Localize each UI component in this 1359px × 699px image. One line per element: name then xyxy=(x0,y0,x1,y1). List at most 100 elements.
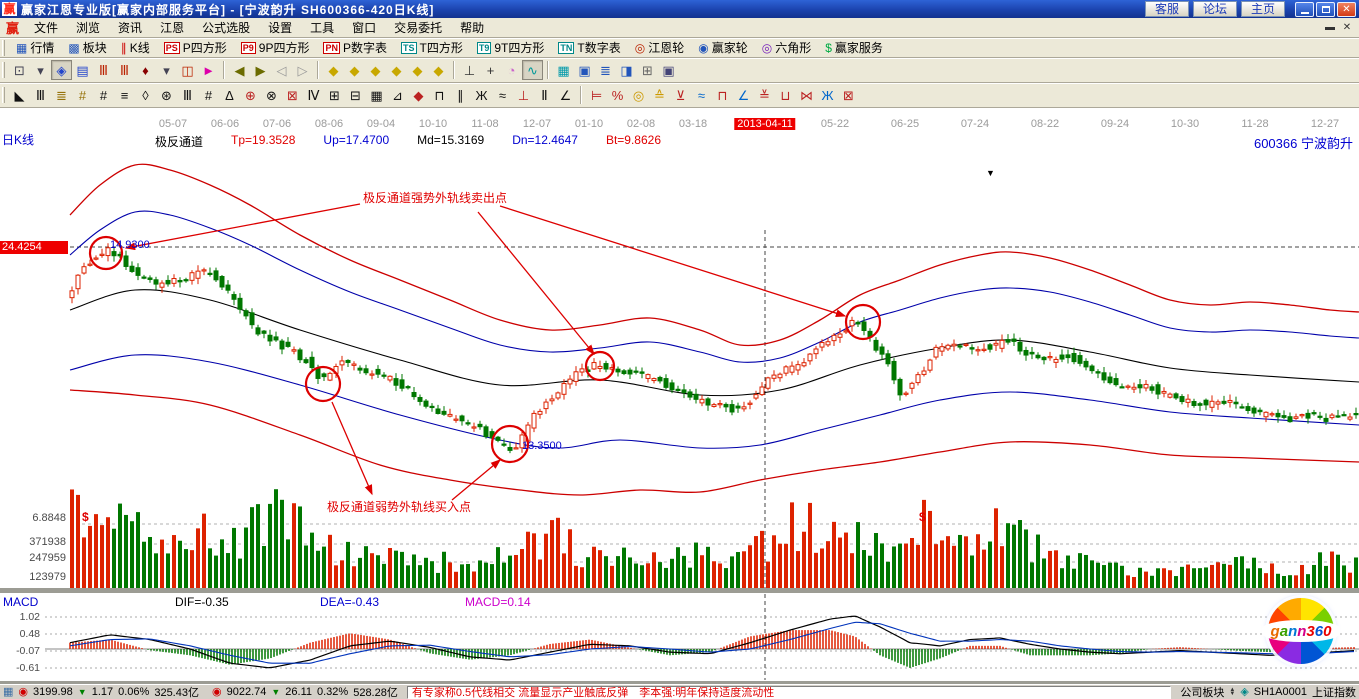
menu-item-3[interactable]: 资讯 xyxy=(118,21,143,35)
p-table-button[interactable]: PN P数字表 xyxy=(316,39,394,57)
tb2-tool-icon-24[interactable]: ⊥ xyxy=(463,62,476,78)
gann-wheel-button[interactable]: ◎ 江恩轮 xyxy=(628,39,692,57)
close-icon[interactable]: ✕ xyxy=(1337,1,1356,17)
spinner-icon[interactable]: ▲ ▼ xyxy=(1229,687,1236,697)
tb2-tool-icon-20[interactable]: ◆ xyxy=(391,62,402,78)
tb2-tool-icon-17[interactable]: ◆ xyxy=(328,62,339,78)
tb3-tool-icon-40[interactable]: Ж xyxy=(821,87,834,103)
tb3-tool-icon-16[interactable]: ⊞ xyxy=(329,87,340,103)
tb3-tool-icon-27[interactable]: ∠ xyxy=(559,87,572,103)
tb2-tool-icon-6[interactable]: Ⅲ xyxy=(120,62,129,78)
titlebar-button-1[interactable]: 客服 xyxy=(1144,1,1189,17)
minimize-icon[interactable] xyxy=(1295,1,1314,17)
tb2-tool-icon-21[interactable]: ◆ xyxy=(412,62,423,78)
tb3-tool-icon-20[interactable]: ◆ xyxy=(413,87,424,103)
tb3-tool-icon-4[interactable]: # xyxy=(78,87,87,103)
tb3-tool-icon-18[interactable]: ▦ xyxy=(370,87,383,103)
tb2-tool-icon-4[interactable]: ▤ xyxy=(76,62,89,78)
statusbar-index-name[interactable]: 上证指数 xyxy=(1312,687,1356,699)
tb3-tool-icon-6[interactable]: ≡ xyxy=(120,87,129,103)
tb2-tool-icon-7[interactable]: ♦ xyxy=(142,62,149,78)
tb2-tool-icon-5[interactable]: Ⅲ xyxy=(99,62,108,78)
tb2-tool-icon-27[interactable]: ∿ xyxy=(522,60,543,80)
titlebar-button-3[interactable]: 主页 xyxy=(1240,1,1285,17)
winner-service-button[interactable]: $ 赢家服务 xyxy=(818,39,890,57)
menu-item-2[interactable]: 浏览 xyxy=(76,21,101,35)
tb2-tool-icon-34[interactable]: ▣ xyxy=(662,62,675,78)
mdi-minimize-icon[interactable]: ▬ xyxy=(1325,22,1335,33)
tb2-tool-icon-8[interactable]: ▾ xyxy=(163,62,170,78)
9t-square-button[interactable]: T9 9T四方形 xyxy=(470,39,552,57)
tb2-tool-icon-19[interactable]: ◆ xyxy=(370,62,381,78)
restore-icon[interactable] xyxy=(1316,1,1335,17)
menu-item-4[interactable]: 江恩 xyxy=(160,21,185,35)
tb3-tool-icon-25[interactable]: ⊥ xyxy=(517,87,530,103)
tb3-tool-icon-5[interactable]: # xyxy=(99,87,108,103)
tb3-tool-icon-19[interactable]: ⊿ xyxy=(392,87,403,103)
tb2-tool-icon-13[interactable]: ▶ xyxy=(255,62,266,78)
macd-title[interactable]: MACD xyxy=(3,595,39,609)
tb3-tool-icon-11[interactable]: Δ xyxy=(225,87,234,103)
board-selector[interactable]: 公司板块 xyxy=(1180,687,1225,699)
tb2-tool-icon-9[interactable]: ◫ xyxy=(181,62,194,78)
tb2-tool-icon-22[interactable]: ◆ xyxy=(433,62,444,78)
tb2-tool-icon-18[interactable]: ◆ xyxy=(349,62,360,78)
menu-item-5[interactable]: 公式选股 xyxy=(202,21,251,35)
titlebar-button-2[interactable]: 论坛 xyxy=(1192,1,1237,17)
tb3-tool-icon-17[interactable]: ⊟ xyxy=(350,87,361,103)
9p-square-button[interactable]: P9 9P四方形 xyxy=(234,39,317,57)
menu-item-7[interactable]: 工具 xyxy=(310,21,335,35)
quotes-button[interactable]: ▦ 行情 xyxy=(9,39,61,57)
tb3-tool-icon-36[interactable]: ∠ xyxy=(737,87,750,103)
news-ticker[interactable]: 有专家称0.5代线相交 流量显示产业触底反弹 李本强:明年保持适度流动性 xyxy=(406,685,1172,699)
tb2-tool-icon-3[interactable]: ◈ xyxy=(51,60,72,80)
tb3-tool-icon-26[interactable]: Ⅱ xyxy=(541,87,548,103)
winner-wheel-button[interactable]: ◉ 赢家轮 xyxy=(691,39,755,57)
menu-item-8[interactable]: 窗口 xyxy=(352,21,377,35)
tb3-tool-icon-24[interactable]: ≈ xyxy=(498,87,507,103)
quotes-table-icon[interactable]: ▦ xyxy=(3,685,14,698)
menu-item-9[interactable]: 交易委托 xyxy=(394,21,443,35)
menu-item-10[interactable]: 帮助 xyxy=(460,21,485,35)
tb3-tool-icon-7[interactable]: ◊ xyxy=(142,87,149,103)
tb2-tool-icon-32[interactable]: ◨ xyxy=(620,62,633,78)
mdi-close-icon[interactable]: ✕ xyxy=(1342,22,1352,33)
tb2-tool-icon-26[interactable]: ◔ xyxy=(507,62,516,78)
tb3-tool-icon-9[interactable]: Ⅲ xyxy=(183,87,192,103)
tb3-tool-icon-13[interactable]: ⊗ xyxy=(266,87,277,103)
tb2-tool-icon-10[interactable]: ► xyxy=(202,62,215,78)
tb2-tool-icon-15[interactable]: ▷ xyxy=(297,62,308,78)
tb3-tool-icon-2[interactable]: Ⅲ xyxy=(36,87,45,103)
tb3-tool-icon-35[interactable]: ⊓ xyxy=(717,87,728,103)
statusbar-index-code[interactable]: SH1A0001 xyxy=(1253,686,1307,698)
tb3-tool-icon-33[interactable]: ⊻ xyxy=(675,87,686,103)
tb3-tool-icon-32[interactable]: ≙ xyxy=(654,87,665,103)
tb3-tool-icon-34[interactable]: ≈ xyxy=(697,87,706,103)
tb3-tool-icon-41[interactable]: ⊠ xyxy=(843,87,854,103)
tb3-tool-icon-38[interactable]: ⊔ xyxy=(780,87,791,103)
tb3-tool-icon-29[interactable]: ⊨ xyxy=(590,87,603,103)
tb3-tool-icon-22[interactable]: ∥ xyxy=(457,87,464,103)
tb3-tool-icon-12[interactable]: ⊕ xyxy=(245,87,256,103)
tb3-tool-icon-39[interactable]: ⋈ xyxy=(800,87,813,103)
tb3-tool-icon-31[interactable]: ◎ xyxy=(632,87,645,103)
tb3-tool-icon-21[interactable]: ⊓ xyxy=(434,87,445,103)
sectors-button[interactable]: ▩ 板块 xyxy=(61,39,113,57)
tb3-tool-icon-8[interactable]: ⊛ xyxy=(161,87,172,103)
tb2-tool-icon-14[interactable]: ◁ xyxy=(276,62,287,78)
tb3-tool-icon-23[interactable]: Ж xyxy=(475,87,488,103)
tb2-tool-icon-31[interactable]: ≣ xyxy=(600,62,611,78)
p-square-button[interactable]: PS P四方形 xyxy=(157,39,234,57)
tb3-tool-icon-3[interactable]: ≣ xyxy=(56,87,67,103)
menu-item-6[interactable]: 设置 xyxy=(268,21,293,35)
tb2-tool-icon-12[interactable]: ◀ xyxy=(234,62,245,78)
tb3-tool-icon-1[interactable]: ◣ xyxy=(14,87,25,103)
tb2-tool-icon-30[interactable]: ▣ xyxy=(578,62,591,78)
menu-item-1[interactable]: 文件 xyxy=(34,21,59,35)
tb2-tool-icon-2[interactable]: ▾ xyxy=(37,62,44,78)
kline-button[interactable]: ∥ K线 xyxy=(114,39,157,57)
hexagon-button[interactable]: ◎ 六角形 xyxy=(755,39,819,57)
tb3-tool-icon-15[interactable]: Ⅳ xyxy=(307,87,320,103)
dropdown-arrow-icon[interactable]: ▼ xyxy=(986,168,995,178)
tb3-tool-icon-37[interactable]: ≚ xyxy=(759,87,770,103)
